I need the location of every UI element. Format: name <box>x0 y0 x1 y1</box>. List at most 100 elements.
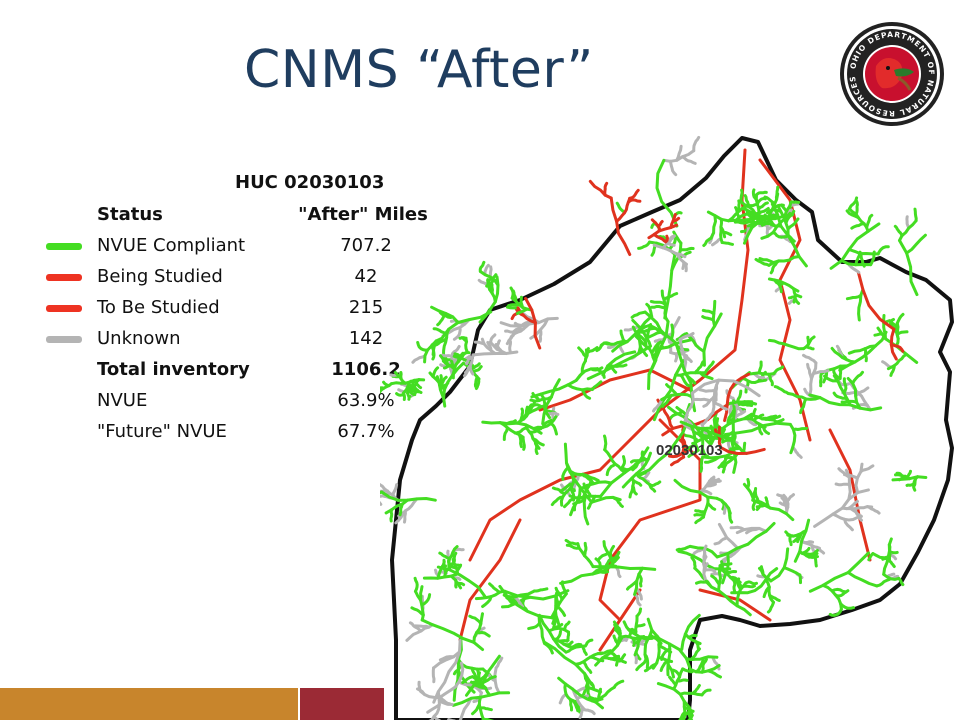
compliant-stream <box>752 499 795 522</box>
compliant-stream <box>452 326 462 341</box>
compliant-stream <box>882 572 901 581</box>
compliant-stream <box>743 194 751 209</box>
compliant-stream <box>799 397 808 415</box>
compliant-stream <box>505 589 536 599</box>
compliant-stream <box>846 262 861 274</box>
compliant-stream <box>474 631 491 638</box>
compliant-stream <box>494 656 504 670</box>
compliant-stream <box>698 371 714 381</box>
compliant-stream <box>503 589 570 601</box>
unknown-stream <box>854 462 864 495</box>
compliant-stream <box>609 651 627 664</box>
studied-stream <box>468 148 750 562</box>
compliant-stream <box>565 543 581 550</box>
unknown-stream <box>843 517 854 532</box>
compliant-stream <box>757 207 770 215</box>
slide-title: CNMS “After” <box>244 40 594 100</box>
compliant-stream <box>828 607 843 617</box>
compliant-stream <box>391 483 399 497</box>
compliant-stream <box>699 455 705 473</box>
compliant-stream <box>786 529 808 538</box>
compliant-stream <box>782 493 790 516</box>
unknown-stream <box>417 680 423 693</box>
compliant-stream <box>441 353 454 359</box>
compliant-stream <box>621 451 652 489</box>
compliant-stream <box>564 538 580 546</box>
compliant-stream <box>898 219 918 242</box>
studied-stream <box>720 451 739 469</box>
compliant-stream <box>401 380 412 397</box>
compliant-stream <box>709 214 717 240</box>
compliant-stream <box>493 666 501 695</box>
compliant-stream <box>620 634 641 642</box>
compliant-stream <box>405 623 434 642</box>
compliant-stream <box>585 475 593 491</box>
compliant-stream <box>442 361 465 408</box>
compliant-stream <box>389 378 426 386</box>
compliant-stream <box>502 426 510 441</box>
compliant-stream <box>580 480 613 490</box>
compliant-stream <box>637 572 643 588</box>
compliant-stream <box>767 338 806 351</box>
compliant-stream <box>851 370 864 385</box>
compliant-stream <box>692 135 701 153</box>
compliant-stream <box>414 589 425 622</box>
compliant-stream <box>471 675 492 697</box>
compliant-stream <box>477 695 485 720</box>
unknown-stream <box>698 388 717 393</box>
compliant-stream <box>586 686 603 694</box>
compliant-stream <box>591 565 657 571</box>
compliant-stream <box>471 365 483 374</box>
compliant-stream <box>441 359 456 371</box>
nvue-value: 63.9% <box>337 390 395 411</box>
compliant-stream <box>563 682 579 704</box>
compliant-stream <box>770 202 808 268</box>
compliant-stream <box>688 664 721 674</box>
compliant-stream <box>436 312 448 327</box>
compliant-stream <box>397 497 419 518</box>
compliant-stream <box>684 443 698 451</box>
compliant-stream <box>594 685 616 704</box>
compliant-stream <box>891 475 928 482</box>
compliant-stream <box>680 613 701 651</box>
compliant-stream <box>821 583 843 611</box>
compliant-stream <box>472 612 484 644</box>
compliant-stream <box>847 248 880 256</box>
compliant-stream <box>650 305 668 311</box>
unknown-swatch <box>46 336 82 343</box>
compliant-stream <box>675 544 692 552</box>
compliant-stream <box>876 245 890 256</box>
studied-stream <box>505 305 520 310</box>
compliant-stream <box>793 518 811 563</box>
compliant-stream <box>769 547 790 583</box>
compliant-stream <box>558 692 568 705</box>
compliant-stream <box>758 257 776 265</box>
nvue-row: NVUE 63.9% <box>40 390 460 416</box>
unknown-stream <box>538 328 543 343</box>
compliant-stream <box>662 292 679 302</box>
compliant-stream <box>882 537 893 576</box>
unknown-stream <box>840 505 874 511</box>
compliant-stream <box>723 421 792 437</box>
compliant-stream <box>541 378 561 426</box>
studied-stream <box>650 218 661 233</box>
studied-stream <box>889 327 898 361</box>
compliant-stream <box>700 688 712 697</box>
unknown-stream <box>711 378 721 415</box>
compliant-stream <box>735 581 748 608</box>
studied-stream <box>723 372 751 423</box>
compliant-stream <box>597 551 610 561</box>
studied-stream <box>856 271 896 331</box>
compliant-stream <box>729 525 746 532</box>
compliant-stream <box>802 335 816 351</box>
studied-stream <box>725 400 754 407</box>
compliant-stream <box>662 149 696 163</box>
future-nvue-label: "Future" NVUE <box>97 421 227 442</box>
studied-stream <box>510 296 534 312</box>
table-header-row: Status "After" Miles <box>40 204 460 230</box>
compliant-stream <box>733 409 747 418</box>
studied-stream <box>538 368 692 412</box>
miles-header: "After" Miles <box>298 204 428 225</box>
compliant-stream <box>630 310 647 319</box>
compliant-swatch <box>46 243 82 250</box>
